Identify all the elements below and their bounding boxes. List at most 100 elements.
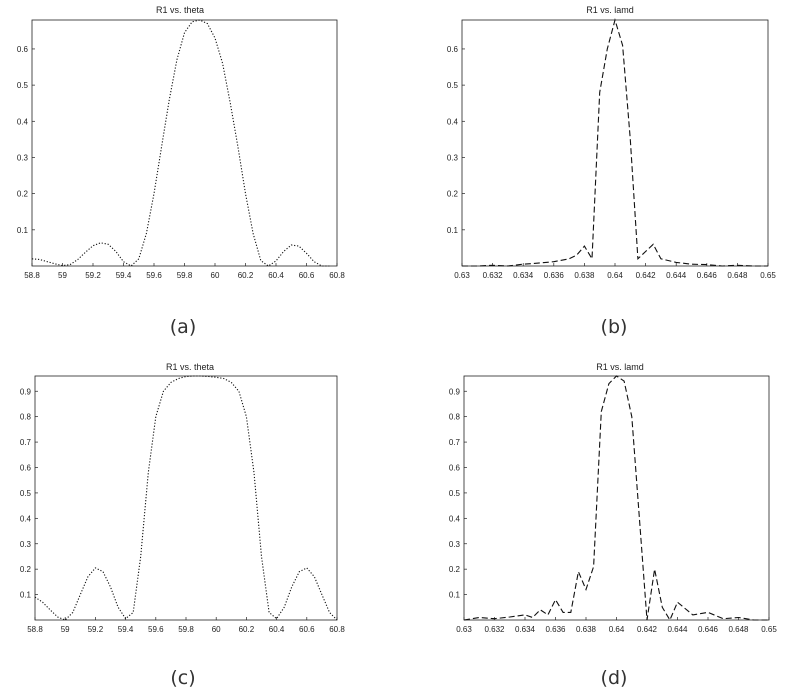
x-tick-label: 0.642 [637,625,658,634]
x-tick-label: 58.8 [27,625,43,634]
y-tick-label: 0.3 [20,540,32,549]
y-tick-label: 0.6 [447,45,459,54]
x-tick-label: 0.65 [760,271,776,280]
y-axis-ticks: 0.1 0.2 0.3 0.4 0.5 0.6 0.7 0.8 0.9 [449,387,467,600]
x-tick-label: 0.632 [484,625,505,634]
x-tick-label: 0.632 [483,271,504,280]
chart-title: R1 vs. lamd [586,5,634,15]
x-tick-label: 59.8 [178,625,194,634]
x-tick-label: 59.2 [88,625,104,634]
x-tick-label: 60 [211,271,220,280]
y-tick-label: 0.5 [447,81,459,90]
x-tick-label: 58.8 [24,271,40,280]
x-tick-label: 59.8 [177,271,193,280]
x-tick-label: 0.634 [515,625,536,634]
y-tick-label: 0.8 [20,413,32,422]
x-tick-label: 0.636 [545,625,566,634]
y-tick-label: 0.1 [447,226,459,235]
x-tick-label: 0.644 [666,271,687,280]
x-tick-label: 59.2 [85,271,101,280]
y-tick-label: 0.4 [447,117,459,126]
y-tick-label: 0.4 [17,117,29,126]
plot-frame [461,19,769,267]
panel-c: R1 vs. theta 58.8 59 59.2 59.4 59.6 59.8 60 60.… [20,362,345,689]
y-tick-label: 0.2 [17,190,29,199]
y-tick-label: 0.6 [17,45,29,54]
x-tick-label: 0.642 [636,271,657,280]
x-tick-label: 60.8 [329,625,345,634]
x-axis-ticks: 58.8 59 59.2 59.4 59.6 59.8 60 60.2 60.4 60.6 60.8 [27,617,345,634]
panel-a: R1 vs. theta 58.8 59 59.2 59.4 59.6 59.8 60 60.… [17,5,345,338]
x-tick-label: 60.4 [268,271,284,280]
x-tick-label: 0.65 [761,625,777,634]
x-tick-label: 0.634 [513,271,534,280]
panel-label: (a) [170,316,196,338]
panel-label: (d) [601,667,628,689]
x-tick-label: 0.644 [667,625,688,634]
y-tick-label: 0.2 [447,190,459,199]
y-tick-label: 0.1 [20,591,32,600]
y-tick-label: 0.5 [17,81,29,90]
x-tick-label: 59.4 [118,625,134,634]
series-line [463,375,769,622]
x-tick-label: 59.6 [148,625,164,634]
y-tick-label: 0.9 [449,387,461,396]
series-line [31,19,330,267]
y-axis-ticks: 0.1 0.2 0.3 0.4 0.5 0.6 [447,45,465,235]
x-axis-ticks: 0.63 0.632 0.634 0.636 0.638 0.64 0.642 0.644 0.… [454,263,776,280]
y-tick-label: 0.5 [449,489,461,498]
y-tick-label: 0.7 [449,438,461,447]
y-tick-label: 0.5 [20,489,32,498]
series-line [34,375,338,621]
panel-d: R1 vs. lamd 0.63 0.632 0.634 0.636 0.638 0.64… [449,362,777,689]
x-axis-ticks: 58.8 59 59.2 59.4 59.6 59.8 60 60.2 60.4 60.6 60.8 [24,263,345,280]
x-tick-label: 60.4 [269,625,285,634]
y-tick-label: 0.3 [17,153,29,162]
y-tick-label: 0.2 [449,565,461,574]
plot-frame [34,375,338,621]
x-tick-label: 60.2 [239,625,255,634]
x-tick-label: 0.638 [574,271,595,280]
panel-b: R1 vs. lamd 0.63 0.632 0.634 0.636 0.638 0.64… [447,5,776,338]
y-tick-label: 0.3 [449,540,461,549]
x-tick-label: 59 [58,271,67,280]
x-tick-label: 60.8 [329,271,345,280]
y-axis-ticks: 0.1 0.2 0.3 0.4 0.5 0.6 0.7 0.8 0.9 [20,387,38,600]
y-tick-label: 0.3 [447,153,459,162]
y-tick-label: 0.8 [449,413,461,422]
y-tick-label: 0.7 [20,438,32,447]
plot-frame [463,375,770,621]
x-tick-label: 0.63 [454,271,470,280]
x-axis-ticks: 0.63 0.632 0.634 0.636 0.638 0.64 0.642 0.644 0.… [456,617,777,634]
y-tick-label: 0.2 [20,565,32,574]
y-tick-label: 0.6 [20,464,32,473]
x-tick-label: 60.6 [299,271,315,280]
x-tick-label: 0.646 [697,271,718,280]
y-tick-label: 0.4 [20,514,32,523]
x-tick-label: 60.2 [238,271,254,280]
chart-title: R1 vs. theta [156,5,204,15]
x-tick-label: 0.63 [456,625,472,634]
x-tick-label: 0.64 [607,271,623,280]
y-tick-label: 0.4 [449,514,461,523]
y-tick-label: 0.9 [20,387,32,396]
x-tick-label: 0.646 [698,625,719,634]
x-tick-label: 59 [61,625,70,634]
chart-title: R1 vs. theta [166,362,214,372]
panel-label: (c) [170,667,195,689]
x-tick-label: 0.638 [576,625,597,634]
x-tick-label: 0.64 [609,625,625,634]
x-tick-label: 0.636 [544,271,565,280]
series-line [462,17,768,267]
plot-frame [31,19,338,267]
panel-label: (b) [601,316,628,338]
y-tick-label: 0.1 [449,591,461,600]
y-tick-label: 0.6 [449,464,461,473]
y-tick-label: 0.1 [17,226,29,235]
x-tick-label: 60 [212,625,221,634]
x-tick-label: 0.648 [728,625,749,634]
x-tick-label: 60.6 [299,625,315,634]
x-tick-label: 59.6 [146,271,162,280]
x-tick-label: 0.648 [727,271,748,280]
